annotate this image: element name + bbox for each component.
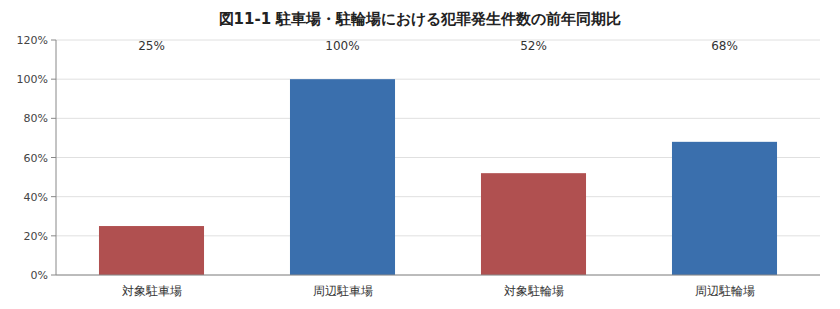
bar (672, 142, 777, 275)
chart: 図11-1 駐車場・駐輪場における犯罪発生件数の前年同期比 0% 20% 40% 60%… (0, 0, 840, 309)
grid-line (56, 40, 820, 41)
category-label: 周辺駐車場 (313, 284, 373, 298)
tick-mark (51, 275, 56, 276)
x-axis: 対象駐車場 周辺駐車場 対象駐輪場 周辺駐輪場 (122, 284, 755, 298)
tick-label: 20% (24, 230, 48, 243)
data-label: 68% (711, 39, 738, 53)
tick-label: 100% (17, 73, 48, 86)
y-axis: 0% 20% 40% 60% 80% 100% 120% (17, 34, 56, 282)
data-label: 52% (520, 39, 547, 53)
tick-label: 0% (31, 269, 48, 282)
bar (481, 173, 586, 275)
data-label: 25% (138, 39, 165, 53)
data-labels: 25% 100% 52% 68% (138, 39, 738, 53)
y-axis-line (56, 40, 57, 275)
tick-label: 60% (24, 152, 48, 165)
bar (290, 79, 395, 275)
tick-mark (51, 157, 56, 158)
category-label: 周辺駐輪場 (695, 284, 755, 298)
grid-line (56, 118, 820, 119)
category-label: 対象駐車場 (122, 284, 182, 298)
tick-mark (51, 79, 56, 80)
title: 図11-1 駐車場・駐輪場における犯罪発生件数の前年同期比 (219, 10, 622, 28)
tick-mark (51, 40, 56, 41)
category-label: 対象駐輪場 (504, 284, 564, 298)
bars (99, 79, 777, 275)
tick-mark (51, 235, 56, 236)
chart-container: 図11-1 駐車場・駐輪場における犯罪発生件数の前年同期比 0% 20% 40% 60%… (0, 0, 840, 309)
bar (99, 226, 204, 275)
tick-label: 40% (24, 191, 48, 204)
grid (56, 40, 820, 275)
grid-line (56, 275, 820, 276)
tick-mark (51, 118, 56, 119)
data-label: 100% (325, 39, 359, 53)
x-axis-line (56, 275, 820, 276)
tick-label: 80% (24, 112, 48, 125)
grid-line (56, 79, 820, 80)
tick-mark (51, 196, 56, 197)
tick-label: 120% (17, 34, 48, 47)
